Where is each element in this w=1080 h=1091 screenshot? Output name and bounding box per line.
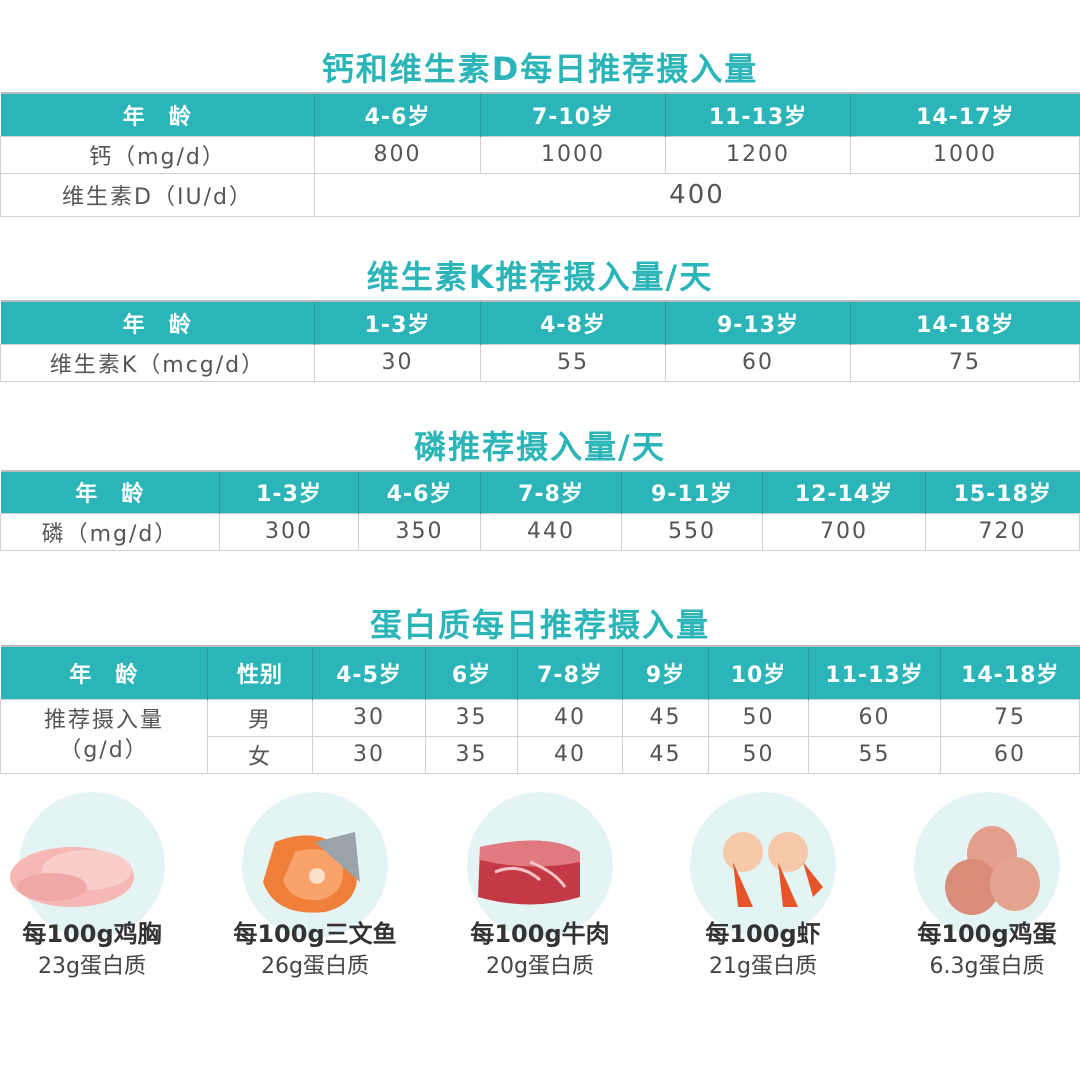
table-vitk: 年 龄 1-3岁 4-8岁 9-13岁 14-18岁 维生素K（mcg/d） 30 55 60…	[0, 300, 1080, 382]
title-protein: 蛋白质每日推荐摄入量	[369, 606, 710, 644]
cell: 女	[207, 735, 313, 774]
table-phosphorus: 年 龄 1-3岁 4-6岁 7-8岁 9-11岁 12-14岁 15-18岁 磷（mg/d）…	[0, 470, 1080, 551]
header-cell: 14-18岁	[940, 646, 1080, 699]
cell: 60	[665, 343, 851, 382]
cell: 50	[708, 698, 809, 737]
row-label: 维生素D（IU/d）	[0, 172, 315, 217]
food-protein: 26g蛋白质	[261, 954, 369, 979]
cell: 400	[314, 172, 1080, 217]
header-cell: 4-6岁	[358, 471, 481, 513]
title-phosphorus: 磷推荐摄入量/天	[414, 428, 666, 466]
food-name: 每100g鸡胸	[22, 920, 162, 948]
cell: 35	[425, 735, 518, 774]
cell: 55	[480, 343, 666, 382]
food-protein: 20g蛋白质	[486, 954, 594, 979]
header-cell: 7-8岁	[480, 471, 622, 513]
header-cell: 年 龄	[0, 646, 208, 699]
cell: 35	[425, 698, 518, 737]
header-cell: 1-3岁	[219, 471, 359, 513]
cell: 75	[850, 343, 1080, 382]
title-vitk: 维生素K推荐摄入量/天	[366, 258, 714, 296]
cell: 1200	[665, 135, 851, 174]
cell: 550	[621, 512, 763, 551]
cell: 700	[762, 512, 926, 551]
food-protein: 23g蛋白质	[38, 954, 146, 979]
food-name: 每100g鸡蛋	[917, 920, 1057, 948]
food-protein: 21g蛋白质	[709, 954, 817, 979]
cell: 60	[808, 698, 941, 737]
header-cell: 9岁	[622, 646, 709, 699]
food-name: 每100g虾	[705, 920, 821, 948]
cell: 40	[517, 698, 623, 737]
salmon-icon	[263, 832, 360, 913]
cell: 30	[312, 735, 426, 774]
eggs-icon	[945, 826, 1040, 915]
beef-icon	[478, 840, 580, 905]
header-cell: 性别	[207, 646, 313, 699]
header-cell: 4-5岁	[312, 646, 426, 699]
cell: 1000	[850, 135, 1080, 174]
row-label: 推荐摄入量（g/d）	[0, 698, 208, 774]
chicken-breast-icon	[10, 847, 134, 907]
row-label: 维生素K（mcg/d）	[0, 343, 315, 382]
cell: 60	[940, 735, 1080, 774]
header-cell: 年 龄	[0, 301, 315, 344]
food-circle	[690, 792, 836, 938]
header-cell: 7-10岁	[480, 93, 666, 136]
header-cell: 4-8岁	[480, 301, 666, 344]
food-name: 每100g三文鱼	[233, 920, 397, 948]
header-cell: 9-11岁	[621, 471, 763, 513]
cell: 50	[708, 735, 809, 774]
row-label: 钙（mg/d）	[0, 135, 315, 174]
row-label: 磷（mg/d）	[0, 512, 220, 551]
cell: 45	[622, 698, 709, 737]
header-cell: 11-13岁	[665, 93, 851, 136]
cell: 45	[622, 735, 709, 774]
cell: 1000	[480, 135, 666, 174]
header-cell: 4-6岁	[314, 93, 481, 136]
cell: 440	[480, 512, 622, 551]
cell: 720	[925, 512, 1080, 551]
header-cell: 14-18岁	[850, 301, 1080, 344]
cell: 男	[207, 698, 313, 737]
cell: 75	[940, 698, 1080, 737]
cell: 30	[312, 698, 426, 737]
cell: 350	[358, 512, 481, 551]
shrimp-icon	[723, 832, 823, 907]
food-name: 每100g牛肉	[470, 920, 610, 948]
header-cell: 9-13岁	[665, 301, 851, 344]
header-cell: 年 龄	[0, 471, 220, 513]
header-cell: 7-8岁	[517, 646, 623, 699]
header-cell: 6岁	[425, 646, 518, 699]
header-cell: 15-18岁	[925, 471, 1080, 513]
cell: 40	[517, 735, 623, 774]
table-protein: 年 龄性别 4-5岁 6岁 7-8岁 9岁 10岁 11-13岁 14-18岁 推荐摄入量（g…	[0, 645, 1080, 774]
cell: 300	[219, 512, 359, 551]
header-cell: 10岁	[708, 646, 809, 699]
header-cell: 11-13岁	[808, 646, 941, 699]
title-calcium-vitd: 钙和维生素D每日推荐摄入量	[321, 50, 759, 88]
food-protein: 6.3g蛋白质	[929, 954, 1045, 979]
table-calcium-vitd: 年 龄 4-6岁 7-10岁 11-13岁 14-17岁 钙（mg/d） 800 1000 1…	[0, 92, 1080, 217]
header-cell: 12-14岁	[762, 471, 926, 513]
header-cell: 年 龄	[0, 93, 315, 136]
cell: 30	[314, 343, 481, 382]
header-cell: 14-17岁	[850, 93, 1080, 136]
header-cell: 1-3岁	[314, 301, 481, 344]
cell: 55	[808, 735, 941, 774]
cell: 800	[314, 135, 481, 174]
